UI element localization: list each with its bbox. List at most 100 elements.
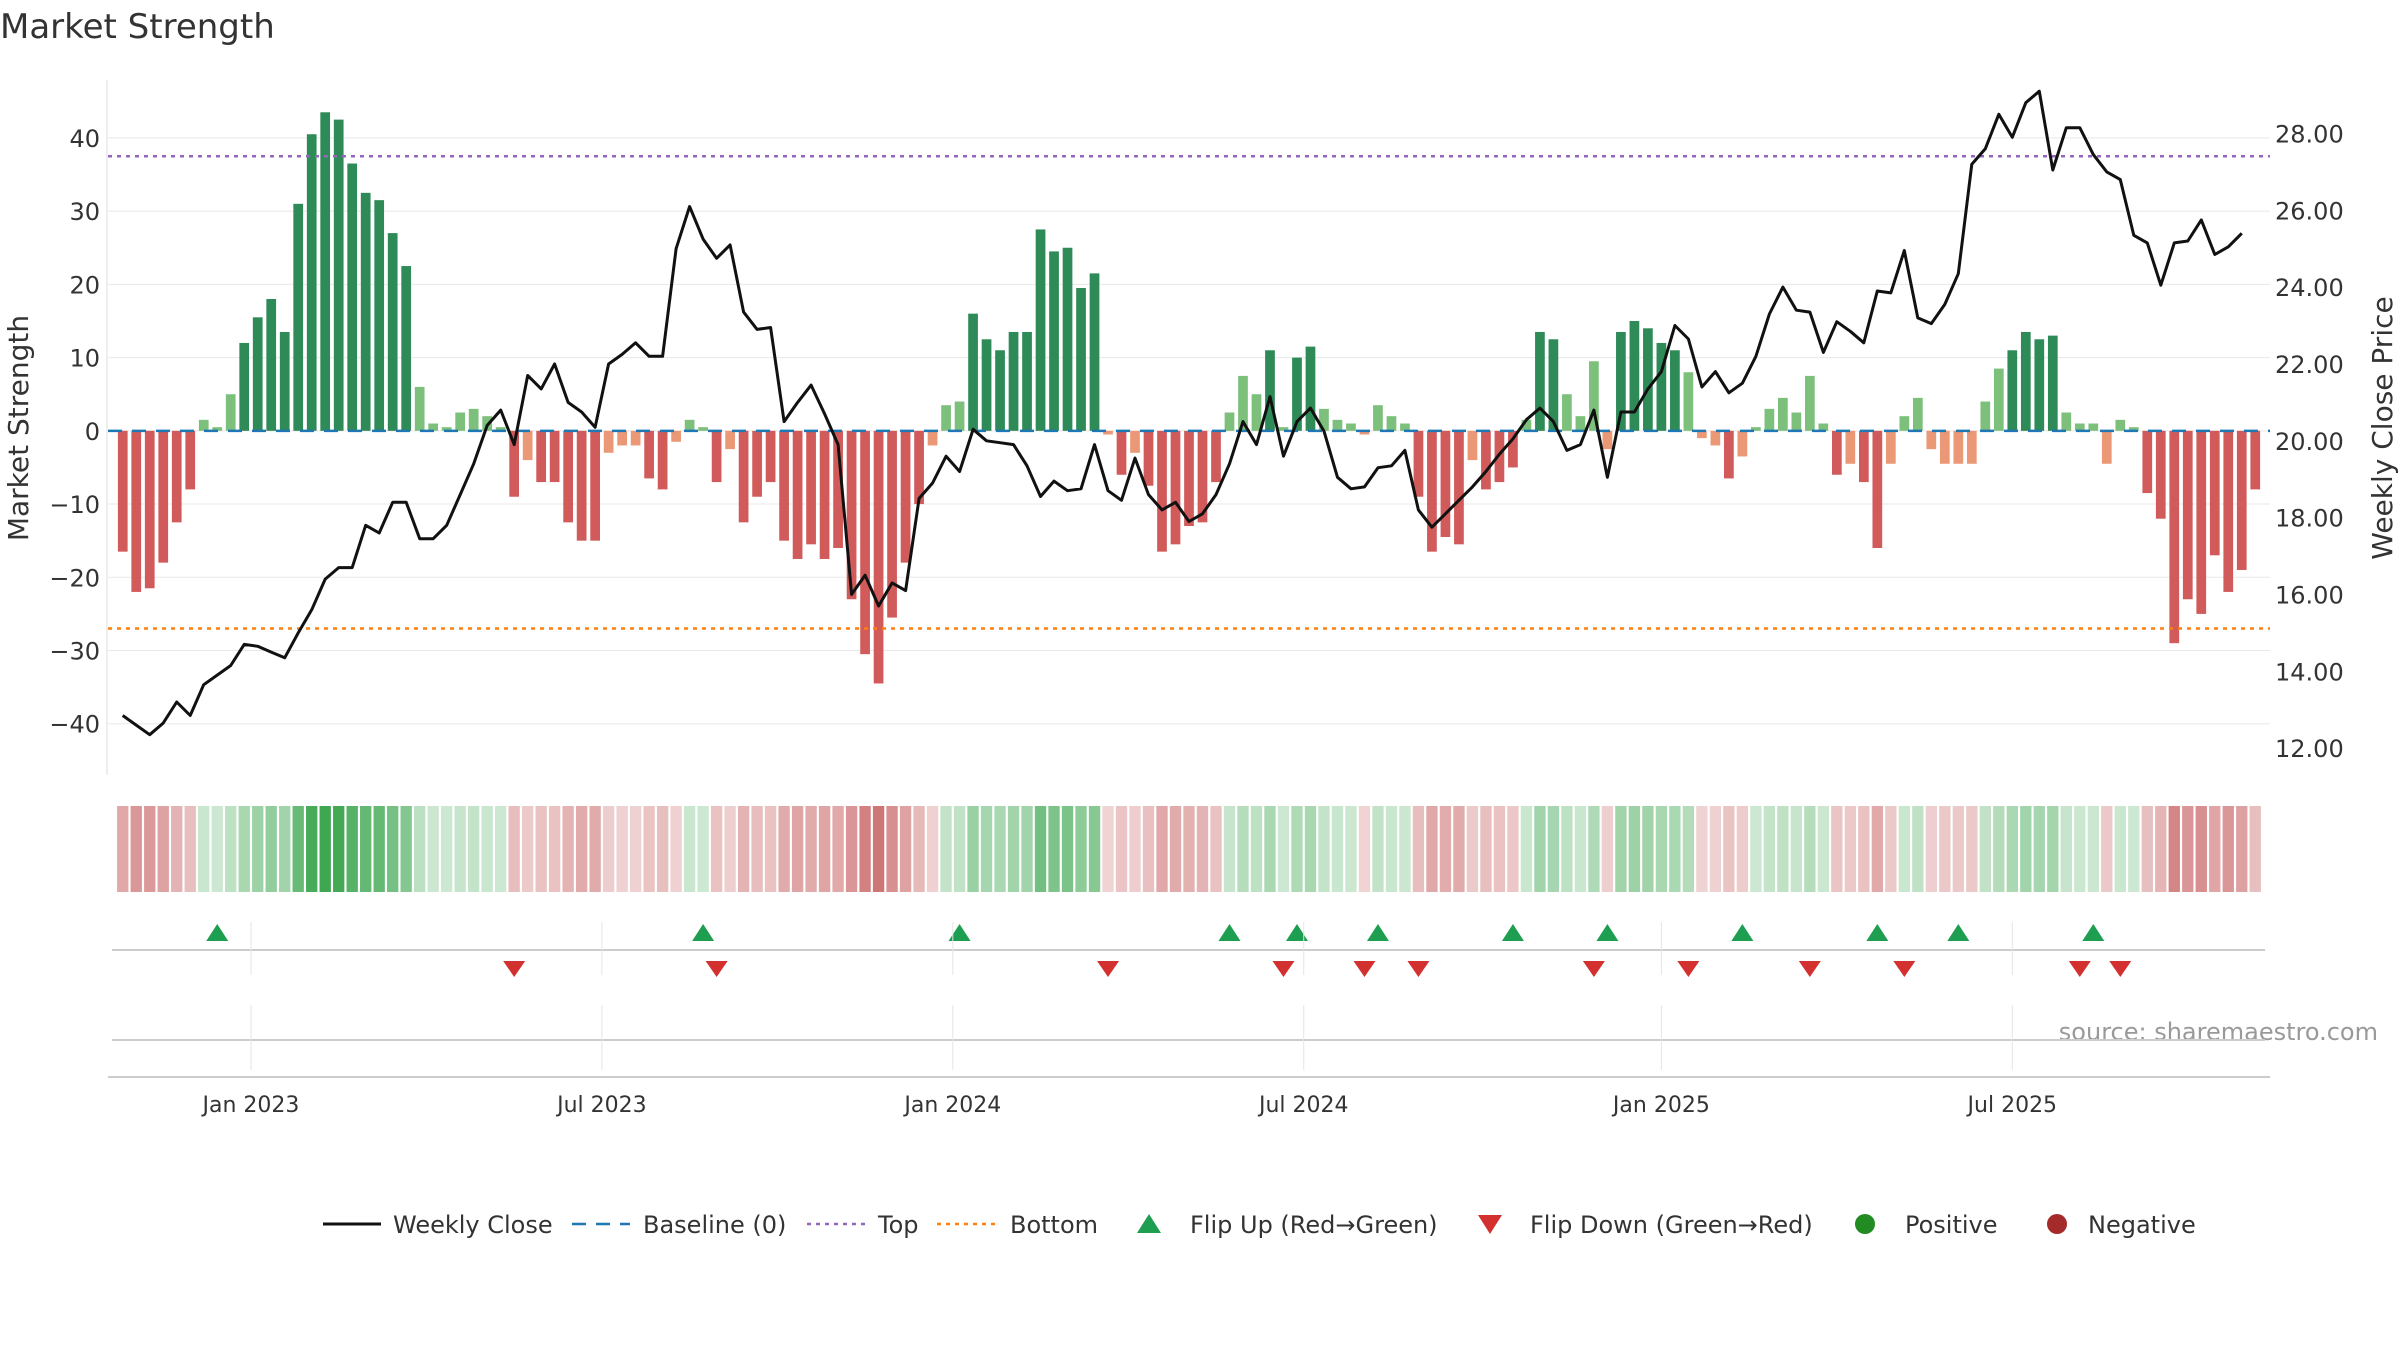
strength-bar bbox=[819, 430, 830, 559]
heat-cell bbox=[279, 806, 291, 892]
flip-up-marker bbox=[1596, 924, 1619, 941]
heat-cell bbox=[1412, 806, 1425, 892]
strength-bar bbox=[590, 430, 600, 541]
legend-label: Weekly Close bbox=[393, 1211, 553, 1239]
strength-bar bbox=[725, 430, 735, 450]
heat-cell bbox=[1898, 806, 1911, 892]
flip-down-marker bbox=[1272, 961, 1295, 977]
strength-bar bbox=[2101, 430, 2112, 464]
strength-bar bbox=[1831, 430, 1842, 475]
strength-bar bbox=[1022, 331, 1032, 431]
strength-bar bbox=[981, 339, 992, 431]
strength-bar bbox=[1845, 430, 1856, 464]
strength-bar bbox=[1939, 430, 1950, 464]
strength-bar bbox=[1643, 328, 1653, 431]
strength-bar bbox=[1062, 247, 1073, 431]
strength-bar bbox=[617, 430, 627, 446]
strength-bar bbox=[347, 163, 358, 431]
strength-bar bbox=[1467, 430, 1478, 461]
strength-bar bbox=[1332, 419, 1343, 431]
heat-cell bbox=[2047, 806, 2059, 892]
heat-cell bbox=[926, 806, 939, 892]
right-tick-label: 26.00 bbox=[2275, 197, 2344, 225]
right-tick-label: 28.00 bbox=[2275, 120, 2344, 148]
strength-bar bbox=[1184, 430, 1194, 527]
strength-bar bbox=[968, 313, 978, 431]
strength-bar bbox=[117, 430, 128, 552]
flip-down-marker bbox=[1677, 961, 1700, 977]
heat-cell bbox=[198, 806, 210, 892]
heat-cell bbox=[292, 806, 304, 892]
strength-bar bbox=[2142, 430, 2153, 494]
strength-bar bbox=[374, 200, 385, 431]
heat-cell bbox=[1804, 806, 1816, 892]
strength-bar bbox=[1885, 430, 1896, 464]
heat-cell bbox=[2060, 806, 2072, 892]
strength-bar bbox=[1872, 430, 1883, 548]
strength-bar bbox=[1953, 430, 1964, 464]
heat-cell bbox=[1723, 806, 1735, 892]
flip-down-marker bbox=[705, 961, 728, 977]
strength-bar bbox=[1049, 251, 1059, 431]
x-tick-label: Jul 2023 bbox=[555, 1093, 647, 1118]
flip-up-marker bbox=[206, 924, 229, 941]
strength-bar bbox=[563, 430, 574, 523]
strength-bar bbox=[630, 430, 641, 446]
left-tick-label: 10 bbox=[69, 345, 100, 373]
heat-cell bbox=[117, 806, 129, 892]
strength-bar bbox=[1751, 427, 1761, 431]
strength-bar bbox=[455, 412, 466, 431]
strength-bar bbox=[1238, 375, 1248, 431]
heat-cell bbox=[2087, 806, 2099, 892]
left-tick-label: 40 bbox=[69, 125, 100, 153]
flip-up-marker bbox=[2082, 924, 2105, 941]
heat-cell bbox=[454, 806, 466, 892]
strength-bar bbox=[698, 427, 708, 431]
heat-cell bbox=[494, 806, 507, 892]
heat-cell bbox=[562, 806, 574, 892]
heat-cell bbox=[373, 806, 385, 892]
heat-cell bbox=[144, 806, 156, 892]
heat-cell bbox=[1250, 806, 1263, 892]
left-tick-label: −10 bbox=[49, 491, 100, 519]
left-tick-label: −20 bbox=[49, 564, 100, 592]
strength-bar bbox=[2034, 339, 2045, 431]
heat-cell bbox=[1007, 806, 1020, 892]
strength-bar bbox=[144, 430, 155, 589]
flip-up-marker bbox=[1866, 924, 1889, 941]
heat-cell bbox=[1453, 806, 1465, 892]
heat-cell bbox=[2249, 806, 2261, 892]
heat-cell bbox=[1223, 806, 1236, 892]
heat-cell bbox=[697, 806, 709, 892]
strength-bar bbox=[549, 430, 560, 483]
strength-bar bbox=[333, 119, 344, 431]
heat-cell bbox=[1372, 806, 1384, 892]
heat-cell bbox=[1264, 806, 1276, 892]
strength-bar bbox=[509, 430, 520, 497]
strength-bar bbox=[1211, 430, 1221, 483]
strength-bar bbox=[1319, 408, 1329, 431]
heat-cell bbox=[171, 806, 183, 892]
heat-cell bbox=[1291, 806, 1303, 892]
strength-bar bbox=[279, 331, 290, 431]
heat-cell bbox=[1426, 806, 1438, 892]
heat-cell bbox=[629, 806, 642, 892]
legend-label: Negative bbox=[2088, 1211, 2196, 1239]
heat-cell bbox=[967, 806, 979, 892]
heat-cell bbox=[2101, 806, 2113, 892]
strength-bar bbox=[1575, 416, 1586, 431]
heat-cell bbox=[508, 806, 520, 892]
strength-bar bbox=[1535, 331, 1545, 431]
strength-bar bbox=[360, 192, 371, 431]
flip-down-marker bbox=[1798, 961, 1821, 977]
heat-cell bbox=[2006, 806, 2018, 892]
strength-bar bbox=[1386, 416, 1397, 431]
heat-cell bbox=[953, 806, 966, 892]
strength-bar bbox=[1454, 430, 1464, 545]
strength-bar bbox=[1980, 401, 1991, 431]
right-tick-label: 20.00 bbox=[2275, 428, 2344, 456]
heat-cell bbox=[886, 806, 898, 892]
strength-bar bbox=[1724, 430, 1734, 479]
heat-cell bbox=[1358, 806, 1371, 892]
strength-bar bbox=[738, 430, 749, 523]
